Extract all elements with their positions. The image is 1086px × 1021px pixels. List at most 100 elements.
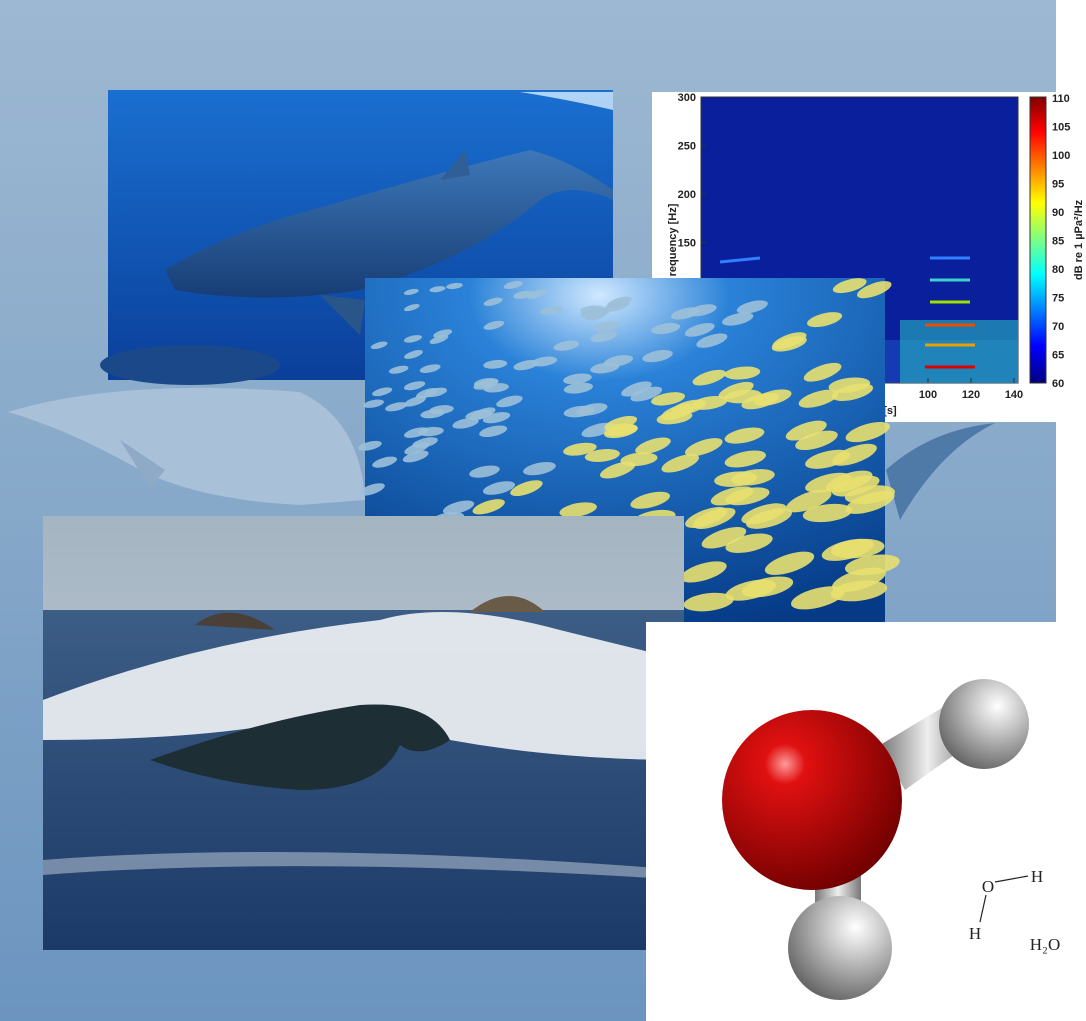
fish bbox=[563, 405, 595, 418]
fish bbox=[685, 506, 728, 528]
fish bbox=[429, 286, 446, 293]
fish bbox=[404, 442, 430, 455]
colorbar-tick-label: 100 bbox=[1052, 150, 1070, 162]
fish bbox=[670, 307, 700, 320]
fish bbox=[372, 456, 398, 468]
fish bbox=[563, 442, 597, 456]
fish bbox=[403, 335, 422, 343]
fish bbox=[599, 461, 636, 479]
colorbar-tick-label: 105 bbox=[1052, 122, 1070, 134]
colorbar-label: dB re 1 µPa²/Hz bbox=[1073, 199, 1085, 280]
fish bbox=[553, 340, 580, 351]
colorbar-tick-label: 95 bbox=[1052, 179, 1064, 191]
colorbar-tick-label: 70 bbox=[1052, 321, 1064, 333]
x-tick-label: 140 bbox=[1005, 389, 1023, 401]
fish bbox=[429, 334, 449, 344]
fish bbox=[590, 362, 620, 374]
fish bbox=[496, 395, 523, 408]
fish bbox=[388, 365, 409, 374]
fish bbox=[684, 323, 715, 337]
fish bbox=[433, 329, 453, 338]
fish bbox=[701, 526, 747, 549]
fish bbox=[403, 381, 426, 391]
fish bbox=[691, 395, 728, 410]
fin-shadow bbox=[886, 423, 995, 520]
fish bbox=[724, 427, 765, 444]
colorbar-tick-label: 60 bbox=[1052, 378, 1064, 390]
fish bbox=[696, 333, 728, 348]
y-axis-label: requency [Hz] bbox=[667, 203, 679, 276]
fish bbox=[563, 382, 593, 394]
fish bbox=[446, 282, 463, 290]
fish bbox=[403, 427, 429, 438]
fish bbox=[753, 389, 792, 406]
x-axis-label: [s] bbox=[883, 405, 897, 417]
fish bbox=[828, 377, 871, 393]
fish bbox=[845, 421, 890, 443]
fish bbox=[651, 392, 686, 406]
fish bbox=[483, 481, 516, 495]
fish bbox=[798, 389, 839, 408]
atom-h: H bbox=[969, 924, 981, 943]
fish bbox=[683, 592, 734, 612]
fish bbox=[692, 369, 727, 386]
fish bbox=[479, 425, 508, 438]
fish bbox=[402, 450, 429, 463]
fish bbox=[452, 418, 479, 429]
fish bbox=[651, 322, 681, 335]
fish bbox=[404, 303, 420, 312]
fish bbox=[764, 551, 815, 575]
molecule-panel: O H H H₂O bbox=[646, 622, 1086, 1021]
fish bbox=[363, 399, 384, 408]
atom-h: H bbox=[1031, 867, 1043, 886]
fish bbox=[724, 366, 761, 380]
fish bbox=[831, 538, 885, 559]
fish bbox=[403, 288, 419, 295]
fish bbox=[725, 579, 776, 601]
colorbar-tick-label: 80 bbox=[1052, 264, 1064, 276]
dolphin-fin bbox=[120, 440, 165, 488]
fish bbox=[469, 407, 496, 421]
x-tick-label: 100 bbox=[919, 389, 937, 401]
fish bbox=[785, 420, 827, 441]
fish bbox=[832, 443, 877, 466]
fish bbox=[385, 402, 408, 412]
fish bbox=[831, 567, 886, 593]
fish bbox=[469, 465, 500, 478]
fish bbox=[736, 300, 768, 314]
fish bbox=[731, 469, 775, 486]
fish bbox=[590, 331, 617, 343]
fish bbox=[630, 386, 663, 402]
fish bbox=[580, 305, 605, 315]
fish bbox=[429, 405, 454, 415]
fish bbox=[722, 312, 754, 326]
fish bbox=[358, 440, 382, 451]
fish bbox=[604, 424, 638, 439]
fish bbox=[635, 437, 671, 455]
y-tick-label: 150 bbox=[678, 238, 696, 250]
formula: H₂O bbox=[1030, 935, 1060, 954]
fish bbox=[857, 281, 892, 299]
colorbar-tick-label: 90 bbox=[1052, 207, 1064, 219]
fish bbox=[372, 387, 393, 397]
x-tick-label: 120 bbox=[962, 389, 980, 401]
fish bbox=[661, 454, 699, 473]
fish bbox=[523, 462, 556, 476]
y-tick-label: 300 bbox=[678, 92, 696, 104]
fish bbox=[483, 360, 508, 369]
colorbar-tick-label: 65 bbox=[1052, 350, 1064, 362]
fish bbox=[802, 503, 853, 523]
fish bbox=[483, 297, 503, 306]
fish bbox=[642, 349, 673, 363]
fish bbox=[559, 502, 597, 518]
fish bbox=[710, 486, 754, 506]
fish bbox=[680, 561, 727, 583]
fish bbox=[424, 387, 448, 398]
fish bbox=[803, 362, 842, 382]
fish bbox=[472, 499, 505, 515]
fish bbox=[526, 289, 547, 299]
fish bbox=[510, 480, 543, 497]
fish bbox=[513, 359, 539, 371]
fish bbox=[630, 491, 671, 509]
